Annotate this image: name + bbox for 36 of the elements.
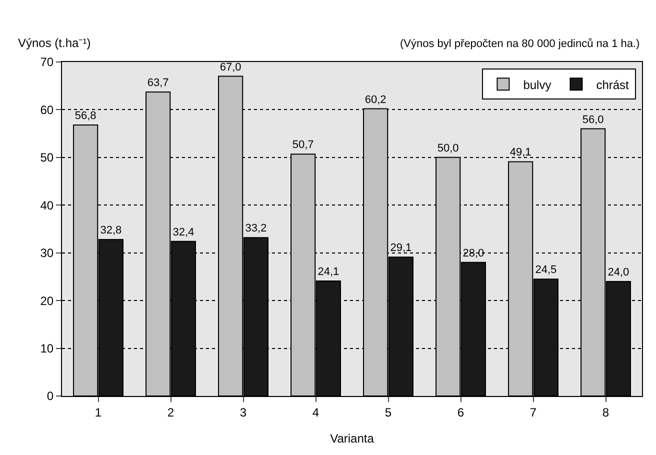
text: (Výnos byl přepočten na 80 000 jedinců na 1 ha.) xyxy=(400,38,640,50)
data-label: 63,7 xyxy=(147,77,169,90)
x-tick-label: 7 xyxy=(530,405,537,420)
x-tick-label: 3 xyxy=(240,405,247,420)
y-tick-label: 0 xyxy=(46,389,54,404)
x-tick-label: 8 xyxy=(602,405,610,420)
y-tick-label: 40 xyxy=(40,198,54,212)
data-label: 56,0 xyxy=(582,114,604,126)
data-label: 24,1 xyxy=(318,266,340,278)
y-tick-label: 60 xyxy=(40,102,54,117)
x-tick-label: 1 xyxy=(94,405,102,420)
data-label: 49,1 xyxy=(510,146,532,159)
y-tick-label: 50 xyxy=(40,150,54,165)
y-axis-title: Výnos (t.ha⁻¹) xyxy=(18,36,91,50)
data-label: 50,7 xyxy=(292,139,314,152)
data-label: 24,5 xyxy=(535,264,557,276)
x-tick-label: 6 xyxy=(457,405,464,420)
data-label: 56,8 xyxy=(74,110,96,122)
x-tick-label: 4 xyxy=(312,405,320,420)
data-label: 24,0 xyxy=(608,266,630,278)
legend-label: chrást xyxy=(596,78,630,92)
data-label: 32,8 xyxy=(100,224,122,236)
x-axis-title: Varianta xyxy=(330,431,374,446)
y-tick-label: 70 xyxy=(40,55,54,70)
y-tick-label: 30 xyxy=(40,246,54,260)
x-tick-label: 2 xyxy=(167,405,174,420)
data-label: 67,0 xyxy=(220,61,242,74)
y-tick-label: 20 xyxy=(40,294,54,308)
data-label: 29,1 xyxy=(390,242,412,254)
data-label: 33,2 xyxy=(245,222,267,235)
data-label: 60,2 xyxy=(364,94,386,106)
data-label: 50,0 xyxy=(437,142,459,154)
data-label: 32,4 xyxy=(172,226,194,238)
legend-label: bulvy xyxy=(523,78,552,92)
x-tick-label: 5 xyxy=(384,405,392,420)
y-tick-label: 10 xyxy=(40,341,54,356)
